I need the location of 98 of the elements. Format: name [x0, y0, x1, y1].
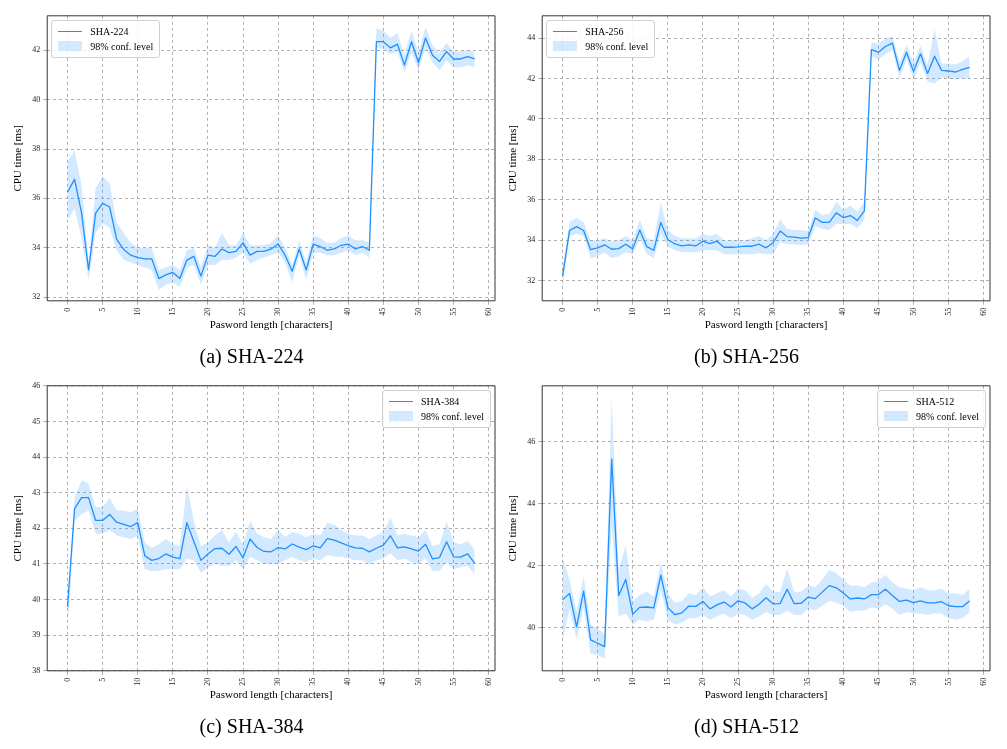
text: (b) SHA-256 — [694, 345, 799, 369]
text: (d) SHA-512 — [694, 715, 799, 739]
x-tick-label: 20 — [698, 677, 708, 686]
x-tick-label: 25 — [733, 307, 743, 316]
x-tick-label: 5 — [592, 307, 602, 312]
x-tick-label: 30 — [273, 307, 283, 316]
x-tick-label: 15 — [662, 307, 672, 316]
y-axis-title: CPU time [ms] — [11, 494, 24, 562]
x-tick-label: 35 — [308, 677, 318, 686]
x-tick-label: 0 — [62, 307, 72, 312]
y-tick-label: 38 — [32, 144, 41, 154]
x-tick-label: 0 — [557, 677, 567, 682]
x-tick-label: 10 — [627, 677, 637, 686]
y-tick-label: 41 — [32, 559, 41, 569]
x-axis-title: Pasword length [characters] — [704, 688, 828, 701]
x-tick-label: 15 — [167, 307, 177, 316]
x-tick-label: 10 — [627, 307, 637, 316]
x-axis-title: Pasword length [characters] — [704, 318, 828, 331]
x-tick-label: 30 — [768, 677, 778, 686]
y-tick-label: 42 — [32, 45, 41, 55]
x-tick-label: 25 — [238, 677, 248, 686]
x-tick-label: 45 — [378, 677, 388, 686]
y-tick-label: 46 — [527, 436, 536, 446]
y-tick-label: 38 — [527, 154, 536, 164]
y-tick-label: 44 — [32, 452, 41, 462]
x-tick-label: 15 — [662, 677, 672, 686]
x-tick-label: 25 — [238, 307, 248, 316]
y-axis-title: CPU time [ms] — [506, 494, 519, 562]
x-tick-label: 35 — [308, 307, 318, 316]
x-tick-label: 50 — [908, 307, 918, 316]
y-tick-label: 40 — [32, 94, 41, 104]
y-tick-label: 32 — [32, 292, 41, 302]
legend-label: SHA-256 — [585, 24, 624, 39]
y-tick-label: 32 — [527, 275, 536, 285]
x-tick-label: 35 — [803, 677, 813, 686]
y-tick-label: 44 — [527, 33, 536, 43]
y-tick-label: 40 — [527, 622, 536, 632]
x-tick-label: 40 — [838, 677, 848, 686]
x-tick-label: 60 — [483, 307, 493, 316]
annotation: 98% conf. level — [915, 409, 979, 424]
x-tick-label: 0 — [557, 307, 567, 312]
x-tick-label: 40 — [343, 307, 353, 316]
x-tick-label: 60 — [978, 307, 988, 316]
x-axis-title: Pasword length [characters] — [209, 318, 333, 331]
x-tick-label: 45 — [873, 307, 883, 316]
x-tick-label: 50 — [413, 677, 423, 686]
text: (c) SHA-384 — [199, 715, 304, 739]
x-tick-label: 5 — [97, 307, 107, 312]
y-tick-label: 39 — [32, 630, 41, 640]
text: (a) SHA-224 — [199, 345, 304, 369]
y-tick-label: 45 — [32, 416, 41, 426]
x-tick-label: 35 — [803, 307, 813, 316]
x-tick-label: 30 — [273, 677, 283, 686]
x-tick-label: 20 — [203, 307, 213, 316]
y-tick-label: 42 — [527, 73, 536, 83]
x-tick-label: 50 — [908, 677, 918, 686]
x-tick-label: 5 — [97, 677, 107, 682]
legend-label: SHA-224 — [90, 24, 129, 39]
y-axis-title: CPU time [ms] — [11, 124, 24, 192]
x-tick-label: 0 — [62, 677, 72, 682]
x-tick-label: 40 — [343, 677, 353, 686]
y-tick-label: 40 — [527, 113, 536, 123]
legend-label: SHA-512 — [915, 394, 955, 409]
x-tick-label: 50 — [413, 307, 423, 316]
y-tick-label: 38 — [32, 665, 41, 675]
x-tick-label: 45 — [873, 677, 883, 686]
x-axis-title: Pasword length [characters] — [209, 688, 333, 701]
y-axis-title: CPU time [ms] — [506, 124, 519, 192]
y-tick-label: 44 — [527, 498, 536, 508]
y-tick-label: 36 — [32, 193, 41, 203]
x-tick-label: 10 — [132, 677, 142, 686]
y-tick-label: 43 — [32, 487, 41, 497]
x-tick-label: 55 — [448, 677, 458, 686]
y-tick-label: 34 — [32, 242, 41, 252]
x-tick-label: 15 — [167, 677, 177, 686]
x-tick-label: 60 — [978, 677, 988, 686]
x-tick-label: 25 — [733, 677, 743, 686]
x-tick-label: 55 — [943, 677, 953, 686]
annotation: 98% conf. level — [420, 409, 484, 424]
y-tick-label: 36 — [527, 194, 536, 204]
y-tick-label: 42 — [32, 523, 41, 533]
x-tick-label: 20 — [698, 307, 708, 316]
y-tick-label: 42 — [527, 560, 536, 570]
x-tick-label: 55 — [943, 307, 953, 316]
legend-label: SHA-384 — [420, 394, 460, 409]
x-tick-label: 45 — [378, 307, 388, 316]
annotation: 98% conf. level — [585, 39, 649, 54]
x-tick-label: 10 — [132, 307, 142, 316]
x-tick-label: 55 — [448, 307, 458, 316]
x-tick-label: 20 — [203, 677, 213, 686]
x-tick-label: 40 — [838, 307, 848, 316]
y-tick-label: 40 — [32, 594, 41, 604]
x-tick-label: 30 — [768, 307, 778, 316]
annotation: 98% conf. level — [90, 39, 154, 54]
y-tick-label: 46 — [32, 380, 41, 390]
x-tick-label: 60 — [483, 677, 493, 686]
y-tick-label: 34 — [527, 235, 536, 245]
x-tick-label: 5 — [592, 677, 602, 682]
